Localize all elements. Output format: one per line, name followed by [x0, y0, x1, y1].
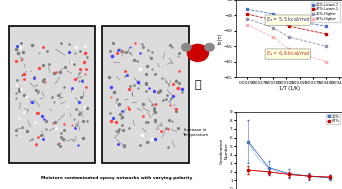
- Line: 20%-Lower-1: 20%-Lower-1: [246, 8, 327, 27]
- Line: 87%-Higher: 87%-Higher: [246, 24, 327, 63]
- Legend: 20%, 87%: 20%, 87%: [326, 114, 340, 124]
- Text: $E_a$ = 6.6 kcal/mol: $E_a$ = 6.6 kcal/mol: [266, 50, 310, 58]
- 87%-Higher: [287, 48, 291, 50]
- Text: Increase in
Temperature: Increase in Temperature: [183, 128, 209, 137]
- 20%-Higher: [245, 17, 249, 20]
- 20%-Higher: [324, 45, 328, 47]
- 20%-Lower-1: [324, 25, 328, 27]
- 20%-Higher: [287, 36, 291, 38]
- 20%-Lower-1: [287, 19, 291, 21]
- 20%-Higher: [271, 27, 275, 29]
- Text: 🌡: 🌡: [195, 80, 201, 90]
- 20%-Lower-1: [271, 13, 275, 15]
- 87%-Higher: [324, 61, 328, 63]
- FancyBboxPatch shape: [9, 26, 95, 163]
- Line: 87%-Lower-1: 87%-Lower-1: [246, 13, 327, 35]
- FancyBboxPatch shape: [103, 26, 188, 163]
- 87%-Lower-1: [271, 19, 275, 21]
- Y-axis label: Coordination
Number: Coordination Number: [220, 137, 229, 163]
- Legend: 20%-Lower-1, 87%-Lower-1, 20%-Higher, 87%-Higher: 20%-Lower-1, 87%-Lower-1, 20%-Higher, 87…: [311, 2, 340, 22]
- 20%-Lower-1: [245, 8, 249, 10]
- Line: 20%-Higher: 20%-Higher: [246, 17, 327, 47]
- Text: Moisture contaminated epoxy networks with varying polarity: Moisture contaminated epoxy networks wit…: [41, 176, 192, 180]
- Y-axis label: ln(τ): ln(τ): [218, 33, 223, 44]
- 87%-Higher: [245, 24, 249, 26]
- Circle shape: [205, 43, 214, 51]
- 87%-Higher: [271, 36, 275, 38]
- 87%-Lower-1: [287, 25, 291, 27]
- Circle shape: [182, 43, 191, 51]
- Circle shape: [187, 44, 208, 61]
- X-axis label: 1/T (1/K): 1/T (1/K): [279, 86, 300, 91]
- 87%-Lower-1: [245, 13, 249, 15]
- Text: $E_a$ = 5.5 kcal/mol: $E_a$ = 5.5 kcal/mol: [266, 16, 310, 25]
- 87%-Lower-1: [324, 33, 328, 35]
